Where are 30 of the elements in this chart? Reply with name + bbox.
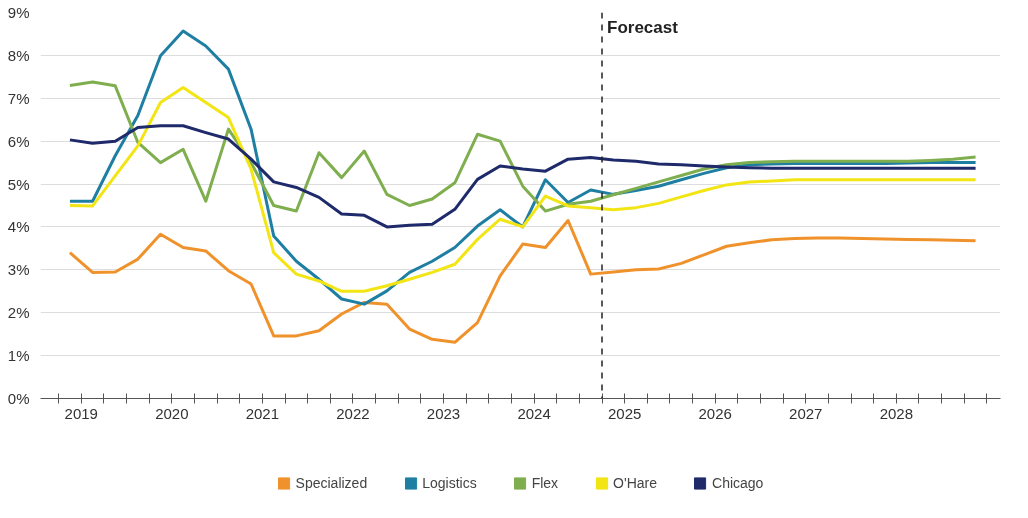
line-series	[68, 86, 978, 293]
legend-label: Chicago	[712, 475, 764, 491]
line-series	[68, 124, 978, 229]
y-tick-label: 2%	[7, 304, 30, 322]
x-tick-label: 2020	[155, 404, 189, 422]
legend-label: Logistics	[422, 475, 477, 491]
x-tick-label: 2027	[789, 404, 823, 422]
legend-label: O'Hare	[613, 475, 658, 491]
y-tick-label: 3%	[7, 261, 30, 279]
y-tick-label: 7%	[7, 89, 30, 107]
y-tick-label: 6%	[7, 132, 30, 150]
y-tick-label: 1%	[7, 347, 30, 365]
y-tick-label: 0%	[7, 390, 30, 407]
x-tick-label: 2023	[426, 404, 461, 422]
line-series	[68, 80, 978, 213]
x-tick-label: 2019	[64, 404, 98, 422]
y-tick-label: 9%	[7, 4, 30, 21]
x-tick-label: 2025	[607, 404, 642, 422]
ref-line-label: Forecast	[607, 17, 679, 37]
x-tick-label: 2028	[879, 404, 914, 422]
x-tick-label: 2022	[336, 404, 370, 422]
y-tick-label: 4%	[7, 218, 30, 236]
line-series	[68, 219, 978, 344]
x-tick-label: 2021	[245, 404, 280, 422]
y-tick-label: 5%	[7, 175, 30, 193]
x-tick-label: 2024	[517, 404, 551, 422]
legend-label: Specialized	[295, 475, 368, 491]
x-tick-label: 2026	[698, 404, 732, 422]
y-tick-label: 8%	[7, 46, 30, 64]
legend-label: Flex	[531, 475, 559, 491]
